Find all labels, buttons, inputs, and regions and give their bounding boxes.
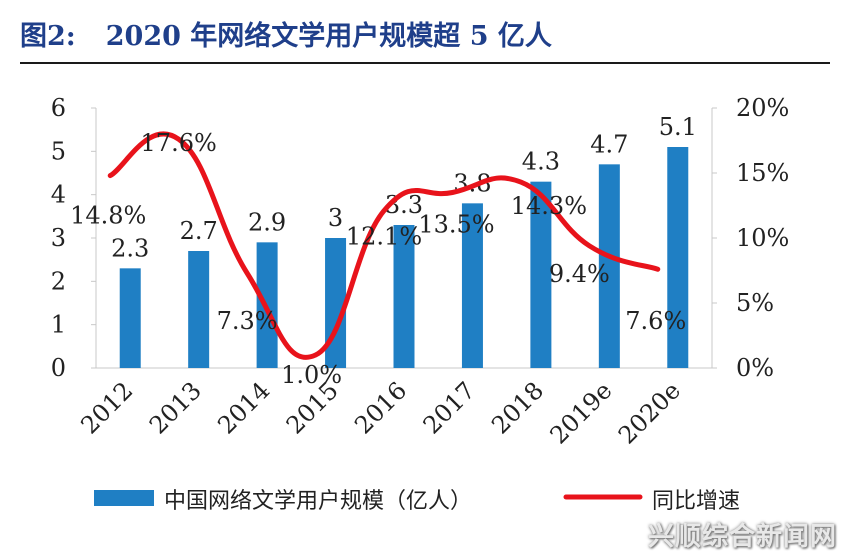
bar-value-label: 4.7 (590, 130, 628, 158)
bar-value-label: 2.7 (180, 217, 218, 245)
line-value-label: 14.8% (70, 202, 146, 230)
figure-title: 图2: 2020 年网络文学用户规模超 5 亿人 (20, 14, 552, 53)
bar (119, 268, 141, 368)
right-axis-tick-label: 15% (736, 159, 789, 187)
left-axis-tick-label: 1 (51, 311, 66, 339)
line-value-label: 7.3% (217, 307, 278, 335)
title-divider (20, 62, 830, 64)
bar-value-label: 2.3 (111, 234, 149, 262)
bar (393, 225, 415, 368)
x-axis-tick-label: 2020e (613, 376, 686, 449)
line-value-label: 17.6% (141, 129, 217, 157)
left-axis-tick-label: 2 (51, 267, 66, 295)
bar (461, 203, 483, 368)
line-value-label: 12.1% (346, 223, 422, 251)
legend-line-label: 同比增速 (652, 489, 740, 514)
bar (667, 147, 689, 368)
left-axis-tick-label: 0 (51, 354, 66, 382)
line-value-label: 7.6% (625, 307, 686, 335)
right-axis-tick-label: 20% (736, 94, 789, 122)
figure-label: 图2: (20, 21, 76, 52)
right-axis-tick-label: 0% (736, 354, 774, 382)
bar-value-label: 2.9 (248, 208, 286, 236)
left-axis-tick-label: 5 (51, 137, 66, 165)
bar-value-label: 3 (328, 204, 343, 232)
line-value-label: 9.4% (549, 260, 610, 288)
x-axis-tick-label: 2016 (349, 376, 412, 439)
bar (530, 181, 552, 368)
left-axis-tick-label: 3 (51, 224, 66, 252)
left-axis-tick-label: 6 (51, 94, 66, 122)
bar (188, 251, 210, 368)
x-axis-tick-label: 2018 (486, 376, 549, 439)
bar (325, 238, 347, 368)
growth-rate-line (107, 131, 661, 360)
bar-value-label: 4.3 (522, 148, 560, 176)
legend-bar-label: 中国网络文学用户规模（亿人） (164, 489, 472, 514)
left-axis-tick-label: 4 (51, 181, 66, 209)
line-value-label: 1.0% (281, 361, 342, 389)
bar-value-label: 5.1 (659, 113, 697, 141)
x-axis-tick-label: 2017 (418, 376, 481, 439)
right-axis-tick-label: 5% (736, 289, 774, 317)
x-axis-tick-label: 2012 (75, 376, 138, 439)
legend-bar-swatch (94, 490, 154, 506)
x-axis-tick-label: 2013 (144, 376, 207, 439)
line-value-label: 13.5% (418, 211, 494, 239)
figure-title-text: 2020 年网络文学用户规模超 5 亿人 (105, 21, 552, 52)
right-axis-tick-label: 10% (736, 224, 789, 252)
x-axis-tick-label: 2019e (545, 376, 618, 449)
line-value-label: 14.3% (511, 192, 587, 220)
bar (598, 164, 620, 368)
x-axis-tick-label: 2014 (212, 376, 275, 439)
watermark: 兴顺综合新闻网 (647, 522, 837, 552)
